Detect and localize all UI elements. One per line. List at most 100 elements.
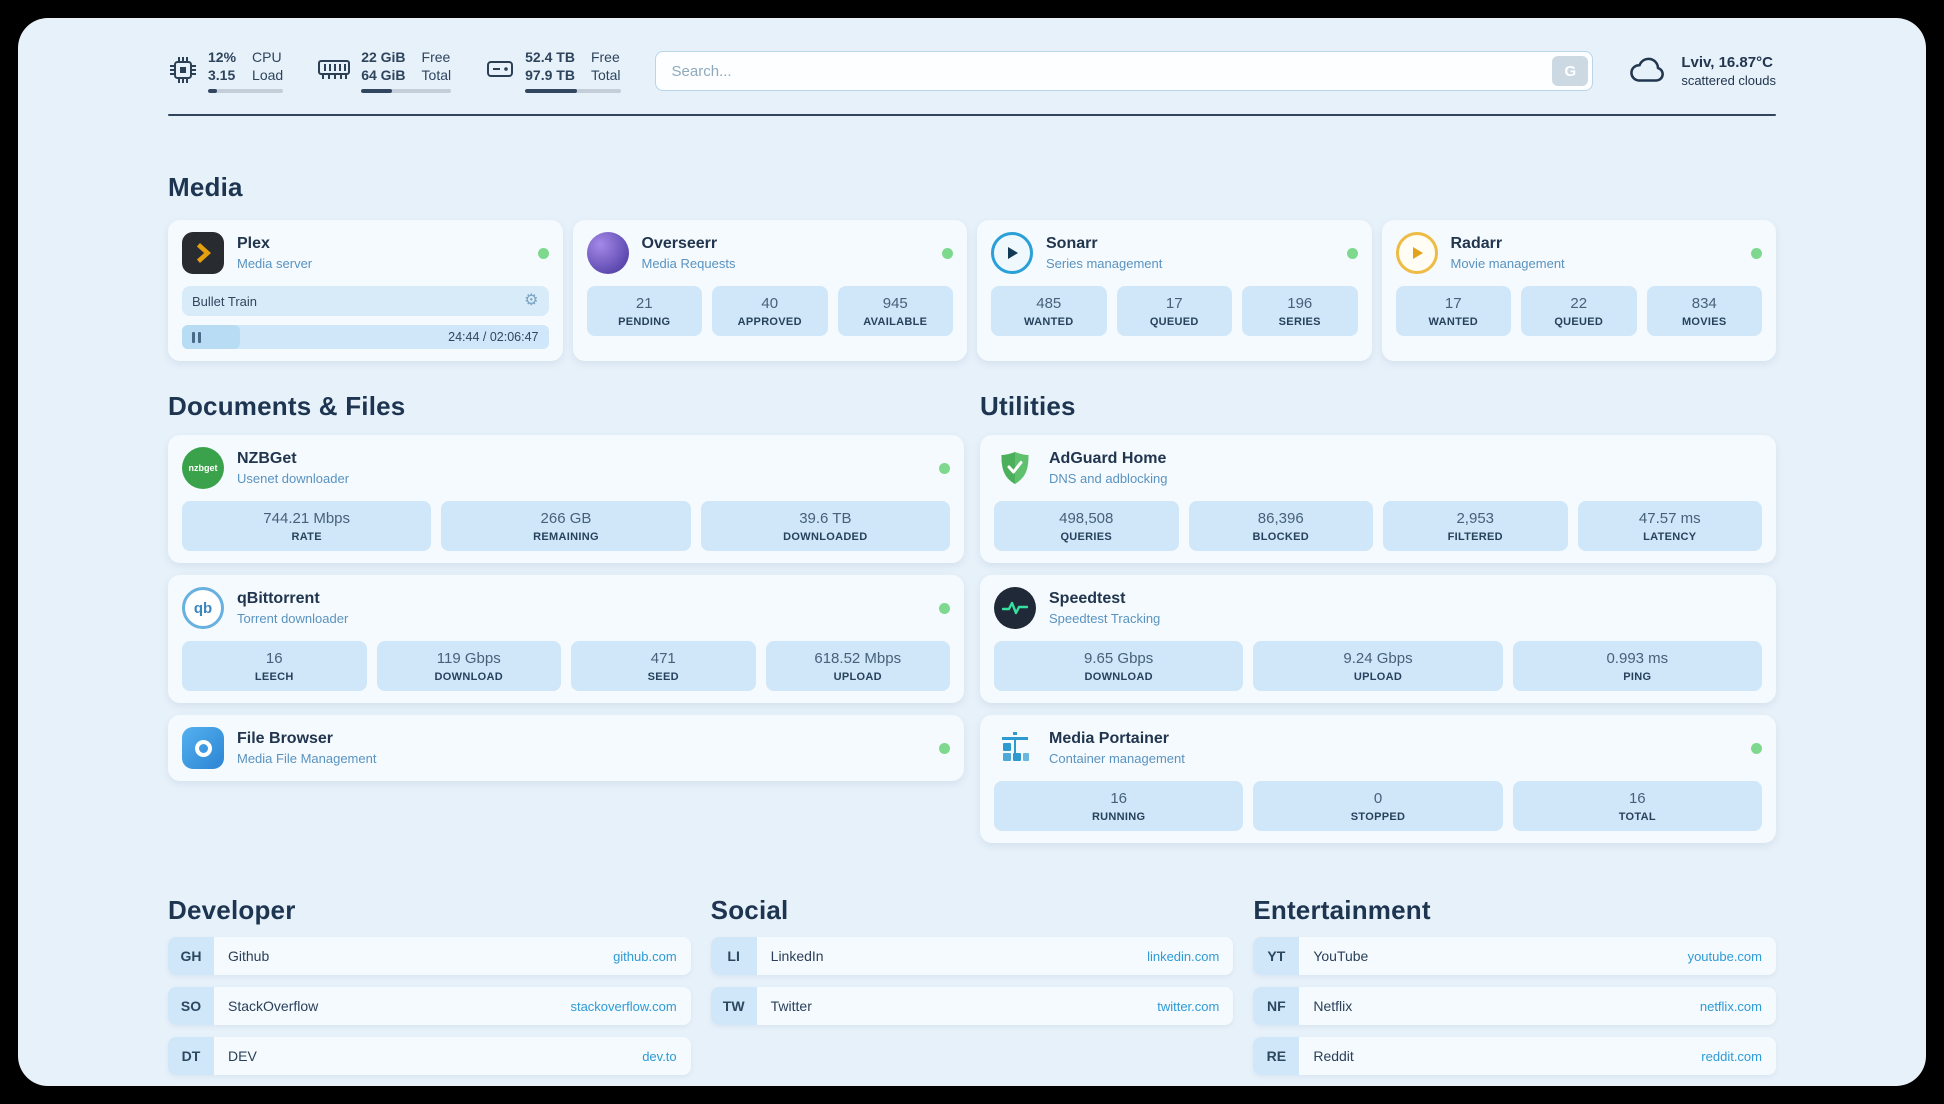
bookmark-name: StackOverflow	[228, 998, 319, 1014]
stat-box: 16 LEECH	[182, 641, 367, 691]
bookmark-url[interactable]: linkedin.com	[1147, 948, 1220, 964]
service-subtitle: DNS and adblocking	[1049, 471, 1168, 486]
bookmark-row-youtube[interactable]: YT YouTube youtube.com	[1253, 937, 1776, 975]
service-card-plex[interactable]: Plex Media server Bullet Train ⚙ 24:44 /…	[168, 220, 563, 361]
disk-total-label: Total	[590, 67, 621, 83]
stat-box: 22 QUEUED	[1521, 286, 1637, 336]
service-card-nzbget[interactable]: nzbget NZBGet Usenet downloader 744.21 M…	[168, 435, 964, 563]
now-playing-title: Bullet Train	[192, 293, 258, 309]
service-subtitle: Media server	[237, 256, 313, 271]
bookmark-name: LinkedIn	[770, 948, 824, 964]
bookmark-abbr: GH	[168, 937, 214, 975]
service-card-radarr[interactable]: Radarr Movie management 17 WANTED 22 QUEUE…	[1381, 220, 1776, 361]
bookmark-row-reddit[interactable]: RE Reddit reddit.com	[1253, 1037, 1776, 1075]
bookmark-url[interactable]: dev.to	[642, 1048, 677, 1064]
stat-box: 16 RUNNING	[994, 781, 1244, 831]
portainer-icon	[994, 727, 1036, 769]
disk-progress-bar	[525, 89, 621, 93]
weather-condition: scattered clouds	[1681, 73, 1776, 88]
service-card-overseerr[interactable]: Overseerr Media Requests 21 PENDING 40 APP…	[572, 220, 967, 361]
ram-total-value: 64 GiB	[361, 67, 406, 83]
cpu-load-value: 3.15	[208, 67, 236, 83]
bookmark-url[interactable]: twitter.com	[1157, 998, 1220, 1014]
search-input[interactable]	[654, 51, 1594, 91]
weather-widget: Lviv, 16.87°C scattered clouds	[1627, 54, 1776, 88]
stat-box: 471 SEED	[571, 641, 756, 691]
status-online-dot	[537, 247, 549, 259]
bookmark-url[interactable]: stackoverflow.com	[570, 998, 677, 1014]
playback-time: 24:44 / 02:06:47	[448, 330, 539, 344]
cpu-icon	[170, 57, 196, 83]
disk-icon	[487, 61, 514, 77]
stat-box: 618.52 Mbps UPLOAD	[765, 641, 950, 691]
documents-column: Documents & Files nzbget NZBGet Usenet d…	[168, 391, 964, 855]
disk-free-value: 52.4 TB	[525, 49, 575, 65]
search-engine-button[interactable]: G	[1552, 56, 1589, 86]
bookmark-name: Netflix	[1313, 998, 1353, 1014]
filebrowser-icon	[182, 727, 224, 769]
service-card-adguard[interactable]: AdGuard Home DNS and adblocking 498,508 Q…	[980, 435, 1776, 563]
bookmark-row-stackoverflow[interactable]: SO StackOverflow stackoverflow.com	[168, 987, 691, 1025]
top-bar: 12% CPU 3.15 Load 22 GiB Free 64 GiB Tot…	[168, 44, 1776, 98]
stat-box: 196 SERIES	[1242, 286, 1358, 336]
cpu-load-label: Load	[252, 67, 284, 83]
stat-box: 2,953 FILTERED	[1383, 501, 1568, 551]
stat-box: 0 STOPPED	[1253, 781, 1503, 831]
bookmark-abbr: SO	[168, 987, 214, 1025]
service-title: Media Portainer	[1049, 730, 1170, 747]
media-cards: Plex Media server Bullet Train ⚙ 24:44 /…	[168, 220, 1776, 361]
status-online-dot	[939, 742, 950, 754]
bookmark-name: Github	[228, 948, 270, 964]
bookmark-row-twitter[interactable]: TW Twitter twitter.com	[710, 987, 1234, 1025]
bookmarks-social: Social LI LinkedIn linkedin.com TW Twitt…	[710, 895, 1234, 1075]
service-title: qBittorrent	[237, 590, 320, 607]
bookmark-url[interactable]: github.com	[613, 948, 677, 964]
stat-box: 40 APPROVED	[712, 286, 828, 336]
bookmark-abbr: LI	[710, 937, 757, 975]
stat-box: 17 WANTED	[1395, 286, 1511, 336]
playback-progress-bar[interactable]: 24:44 / 02:06:47	[182, 325, 549, 349]
stat-box: 47.57 ms LATENCY	[1577, 501, 1762, 551]
service-title: NZBGet	[237, 450, 297, 467]
ram-free-value: 22 GiB	[361, 49, 406, 65]
service-subtitle: Series management	[1046, 256, 1163, 271]
bookmark-name: YouTube	[1313, 948, 1369, 964]
service-card-speedtest[interactable]: Speedtest Speedtest Tracking 9.65 Gbps DO…	[980, 575, 1776, 703]
ram-progress-bar	[361, 89, 452, 93]
bookmark-url[interactable]: netflix.com	[1699, 998, 1762, 1014]
service-card-portainer[interactable]: Media Portainer Container management 16 R…	[980, 715, 1776, 843]
stat-box: 498,508 QUERIES	[994, 501, 1179, 551]
stat-box: 945 AVAILABLE	[837, 286, 953, 336]
cpu-widget: 12% CPU 3.15 Load	[168, 49, 284, 93]
gear-icon[interactable]: ⚙	[524, 292, 539, 309]
stat-box: 119 Gbps DOWNLOAD	[376, 641, 561, 691]
service-card-sonarr[interactable]: Sonarr Series management 485 WANTED 17 QUE…	[977, 220, 1372, 361]
cpu-usage-label: CPU	[252, 49, 282, 65]
bookmark-abbr: YT	[1253, 937, 1300, 975]
status-online-dot	[939, 462, 950, 474]
adguard-icon	[994, 447, 1036, 489]
cpu-usage-value: 12%	[208, 49, 237, 65]
bookmark-row-github[interactable]: GH Github github.com	[168, 937, 691, 975]
utilities-column: Utilities AdGuard Home DNS and adblockin…	[980, 391, 1776, 855]
bookmark-name: DEV	[228, 1048, 257, 1064]
plex-icon	[182, 232, 224, 274]
bookmark-url[interactable]: reddit.com	[1701, 1048, 1762, 1064]
bookmark-row-netflix[interactable]: NF Netflix netflix.com	[1253, 987, 1776, 1025]
overseerr-icon	[586, 232, 629, 274]
speedtest-icon	[994, 587, 1036, 629]
bookmark-name: Twitter	[770, 998, 812, 1014]
stat-box: 9.65 Gbps DOWNLOAD	[994, 641, 1244, 691]
disk-free-label: Free	[590, 49, 620, 65]
disk-widget: 52.4 TB Free 97.9 TB Total	[485, 49, 621, 93]
service-card-qbittorrent[interactable]: qb qBittorrent Torrent downloader 16 LEEC…	[168, 575, 964, 703]
bookmark-row-dev[interactable]: DT DEV dev.to	[168, 1037, 691, 1075]
weather-location: Lviv, 16.87°C	[1681, 54, 1773, 71]
bookmark-url[interactable]: youtube.com	[1687, 948, 1762, 964]
bookmark-row-linkedin[interactable]: LI LinkedIn linkedin.com	[710, 937, 1234, 975]
service-card-filebrowser[interactable]: File Browser Media File Management	[168, 715, 964, 781]
stat-box: 266 GB REMAINING	[441, 501, 691, 551]
stat-box: 86,396 BLOCKED	[1188, 501, 1373, 551]
section-heading-documents: Documents & Files	[168, 391, 406, 421]
bookmarks-developer: Developer GH Github github.com SO StackO…	[168, 895, 691, 1075]
